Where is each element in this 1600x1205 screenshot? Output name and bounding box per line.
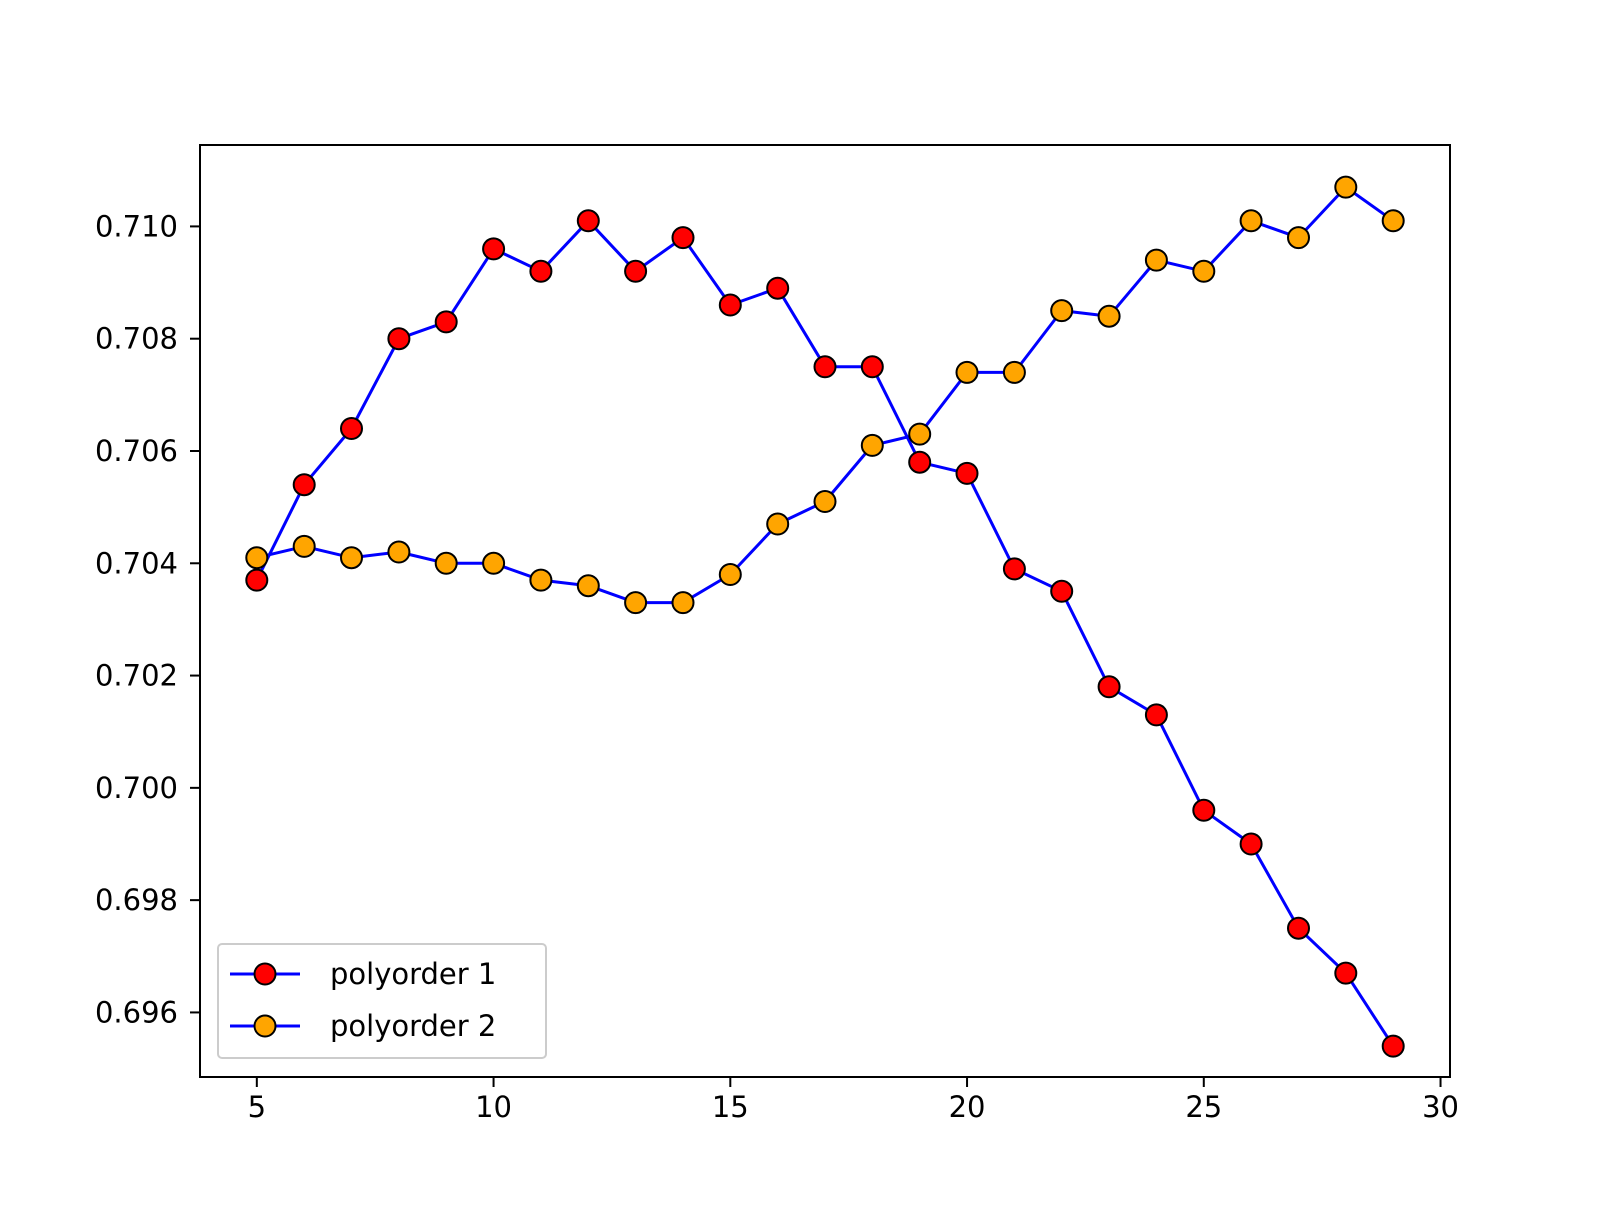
data-point-polyorder-2-27: [1287, 226, 1310, 250]
data-point-polyorder-2-16: [766, 512, 790, 536]
y-tick-label-0.702: 0.702: [95, 659, 178, 693]
data-point-polyorder-1-29: [1381, 1034, 1405, 1058]
x-tick-label-25: 25: [1185, 1090, 1222, 1124]
data-point-polyorder-2-28: [1334, 175, 1358, 199]
data-point-polyorder-2-29: [1381, 209, 1405, 233]
data-point-polyorder-2-22: [1050, 299, 1074, 323]
data-point-polyorder-1-21: [1002, 557, 1026, 581]
data-point-polyorder-1-8: [387, 327, 411, 351]
x-tick-label-30: 30: [1422, 1090, 1459, 1124]
data-point-polyorder-1-5: [245, 568, 269, 592]
data-point-polyorder-2-8: [387, 540, 411, 564]
legend-entry-polyorder-2: polyorder 2: [230, 1009, 496, 1043]
data-point-polyorder-2-19: [908, 422, 932, 446]
data-point-polyorder-1-7: [340, 417, 363, 440]
y-tick-label-0.706: 0.706: [95, 434, 178, 468]
data-point-polyorder-2-6: [292, 534, 316, 558]
data-point-polyorder-2-9: [434, 551, 458, 575]
y-tick-label-0.698: 0.698: [95, 883, 178, 917]
data-point-polyorder-1-26: [1239, 832, 1263, 856]
data-point-polyorder-1-27: [1287, 916, 1310, 940]
data-point-polyorder-2-7: [340, 546, 363, 570]
x-tick-label-5: 5: [248, 1090, 266, 1124]
y-tick-label-0.704: 0.704: [95, 546, 178, 580]
data-point-polyorder-1-24: [1144, 703, 1168, 727]
data-point-polyorder-2-26: [1239, 209, 1263, 233]
x-tick-label-15: 15: [712, 1090, 749, 1124]
y-tick-label-0.708: 0.708: [95, 322, 178, 356]
data-point-polyorder-1-9: [434, 310, 458, 334]
data-point-polyorder-2-12: [576, 574, 600, 598]
data-point-polyorder-1-10: [482, 237, 506, 261]
y-axis: 0.696 0.698 0.700 0.702 0.704 0.706 0.708 0.710: [95, 209, 200, 1029]
y-tick-label-0.700: 0.700: [95, 771, 178, 805]
data-point-polyorder-2-11: [529, 568, 553, 592]
plot-frame: [199, 144, 1451, 1078]
data-point-polyorder-2-21: [1002, 360, 1026, 384]
legend-entry-polyorder-1: polyorder 1: [230, 957, 496, 991]
data-point-polyorder-1-23: [1097, 675, 1121, 699]
x-tick-label-10: 10: [475, 1090, 512, 1124]
legend-marker-polyorder-2: [253, 1014, 277, 1038]
data-point-polyorder-2-10: [482, 551, 506, 575]
data-point-polyorder-2-23: [1097, 304, 1121, 328]
data-point-polyorder-1-12: [576, 209, 600, 233]
data-point-polyorder-1-22: [1050, 579, 1074, 603]
data-point-polyorder-1-13: [624, 259, 648, 283]
series-layer: [245, 175, 1405, 1058]
y-tick-label-0.710: 0.710: [95, 209, 178, 243]
data-point-polyorder-2-15: [718, 563, 742, 586]
data-point-polyorder-1-25: [1192, 798, 1216, 822]
legend-marker-polyorder-1: [253, 962, 277, 986]
data-point-polyorder-2-18: [860, 433, 884, 457]
legend-label-polyorder-1: polyorder 1: [330, 957, 496, 991]
data-point-polyorder-1-17: [813, 355, 837, 379]
data-point-polyorder-2-24: [1144, 248, 1168, 272]
data-point-polyorder-1-18: [860, 355, 884, 379]
data-point-polyorder-2-14: [671, 591, 695, 615]
data-point-polyorder-1-6: [292, 473, 316, 497]
data-point-polyorder-1-14: [671, 226, 695, 250]
legend: polyorder 1 polyorder 2: [217, 943, 547, 1059]
data-point-polyorder-1-15: [718, 293, 742, 317]
x-axis: 5 10 15 20 25 30: [248, 1077, 1459, 1124]
x-tick-label-20: 20: [949, 1090, 986, 1124]
y-tick-label-0.696: 0.696: [95, 995, 178, 1029]
data-point-polyorder-2-17: [813, 490, 837, 513]
data-point-polyorder-2-20: [955, 360, 979, 384]
legend-label-polyorder-2: polyorder 2: [330, 1009, 496, 1043]
data-point-polyorder-2-13: [624, 591, 648, 615]
data-point-polyorder-1-11: [529, 259, 553, 283]
data-point-polyorder-1-16: [766, 276, 790, 300]
data-point-polyorder-2-5: [245, 546, 269, 570]
data-point-polyorder-1-19: [908, 450, 932, 474]
data-point-polyorder-2-25: [1192, 259, 1216, 283]
data-point-polyorder-1-20: [955, 461, 979, 485]
data-point-polyorder-1-28: [1334, 961, 1358, 985]
